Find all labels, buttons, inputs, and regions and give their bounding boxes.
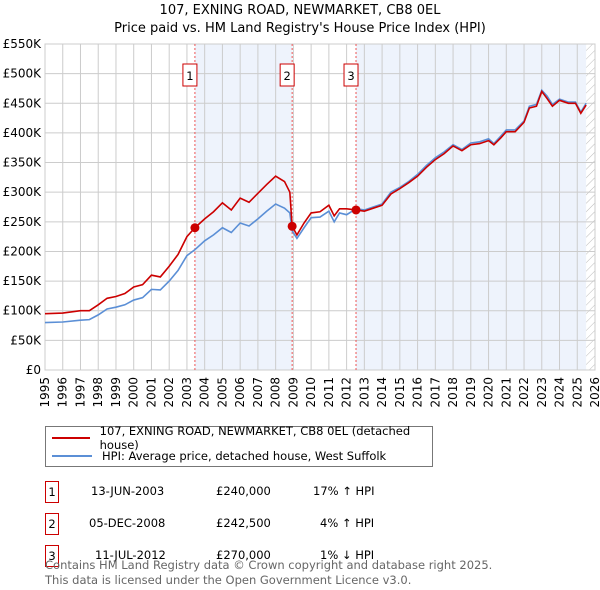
y-tick-label: £450K	[3, 96, 43, 110]
sale-price: £270,000	[216, 548, 271, 562]
x-tick-label: 1998	[91, 377, 105, 408]
y-tick-label: £250K	[3, 215, 43, 229]
x-tick-label: 2012	[340, 377, 354, 408]
x-tick-label: 2011	[322, 377, 336, 408]
legend: 107, EXNING ROAD, NEWMARKET, CB8 0EL (de…	[45, 424, 433, 467]
x-tick-label: 2008	[269, 377, 283, 408]
y-tick-label: £400K	[3, 126, 43, 140]
x-tick-label: 2004	[198, 377, 212, 408]
x-tick-label: 2016	[411, 377, 425, 408]
sale-label-box	[182, 63, 198, 87]
property-line	[44, 89, 587, 315]
x-tick-label: 2003	[180, 377, 194, 408]
x-tick-label: 2007	[251, 377, 265, 408]
sale-date: 11-JUL-2012	[95, 548, 166, 562]
sale-label: 2	[283, 69, 290, 83]
legend-label: 107, EXNING ROAD, NEWMARKET, CB8 0EL (de…	[99, 424, 411, 452]
footer-licence: This data is licensed under the Open Gov…	[45, 573, 412, 587]
legend-item-hpi: HPI: Average price, detached house, West…	[52, 449, 386, 463]
x-tick-label: 1996	[56, 377, 70, 408]
sale-marker-badge: 3	[45, 545, 59, 567]
x-tick-label: 2014	[375, 377, 389, 408]
hpi-line	[44, 88, 587, 324]
x-tick-label: 2001	[144, 377, 158, 408]
x-tick-label: 2024	[553, 377, 567, 408]
y-tick-label: £550K	[3, 37, 43, 51]
sale-label: 1	[186, 69, 193, 83]
sale-marker-badge: 2	[45, 513, 59, 535]
x-tick-label: 2015	[393, 377, 407, 408]
y-tick-label: £350K	[3, 156, 43, 170]
y-tick-label: £100K	[3, 304, 43, 318]
x-tick-label: 2002	[162, 377, 176, 408]
x-tick-label: 2022	[517, 377, 531, 408]
x-tick-label: 1999	[109, 377, 123, 408]
footer-copyright: Contains HM Land Registry data © Crown c…	[45, 558, 493, 572]
x-tick-label: 2009	[286, 377, 300, 408]
chart-title: 107, EXNING ROAD, NEWMARKET, CB8 0EL	[159, 3, 441, 18]
x-tick-label: 2025	[570, 377, 584, 408]
x-tick-label: 2021	[499, 377, 513, 408]
price-chart: 1995 1996 1997 1998 1999 2000 2001 2002 2003 2004…	[3, 37, 600, 408]
sale-label-box	[343, 63, 359, 87]
x-tick-label: 1995	[38, 377, 52, 408]
plot-frame	[44, 43, 596, 371]
x-tick-label: 2013	[357, 377, 371, 408]
y-tick-label: £150K	[3, 274, 43, 288]
sale-marker-badge: 1	[45, 481, 59, 503]
x-tick-label: 2000	[127, 377, 141, 408]
sale-date: 05-DEC-2008	[89, 516, 166, 530]
shaded-period	[194, 44, 293, 370]
y-tick-label: £200K	[3, 244, 43, 258]
sale-point	[190, 223, 200, 233]
y-tick-label: £500K	[3, 67, 43, 81]
y-tick-label: £50K	[10, 333, 42, 347]
legend-swatch	[52, 455, 92, 457]
x-tick-label: 2018	[446, 377, 460, 408]
sale-price: £242,500	[216, 516, 271, 530]
sale-point	[351, 205, 361, 215]
sale-hpi-diff: 4% ↑ HPI	[320, 516, 375, 530]
legend-label: HPI: Average price, detached house, West…	[102, 449, 387, 463]
chart-subtitle: Price paid vs. HM Land Registry's House …	[114, 21, 486, 36]
legend-item-property: 107, EXNING ROAD, NEWMARKET, CB8 0EL (de…	[52, 424, 432, 452]
x-tick-label: 2010	[304, 377, 318, 408]
legend-swatch	[52, 437, 90, 439]
x-tick-label: 2023	[535, 377, 549, 408]
sale-point	[287, 221, 297, 231]
sale-price: £240,000	[216, 484, 271, 498]
y-tick-label: £0	[26, 363, 41, 377]
sale-label-box	[279, 63, 295, 87]
sale-hpi-diff: 1% ↓ HPI	[320, 548, 375, 562]
forecast-hatch	[586, 44, 595, 370]
x-tick-label: 2026	[588, 377, 600, 408]
sale-label: 3	[347, 69, 354, 83]
x-tick-label: 1997	[73, 377, 87, 408]
x-tick-label: 2019	[464, 377, 478, 408]
y-tick-label: £300K	[3, 185, 43, 199]
sale-date: 13-JUN-2003	[91, 484, 165, 498]
x-tick-label: 2005	[215, 377, 229, 408]
sale-hpi-diff: 17% ↑ HPI	[313, 484, 375, 498]
x-tick-label: 2020	[482, 377, 496, 408]
x-tick-label: 2017	[428, 377, 442, 408]
x-tick-label: 2006	[233, 377, 247, 408]
